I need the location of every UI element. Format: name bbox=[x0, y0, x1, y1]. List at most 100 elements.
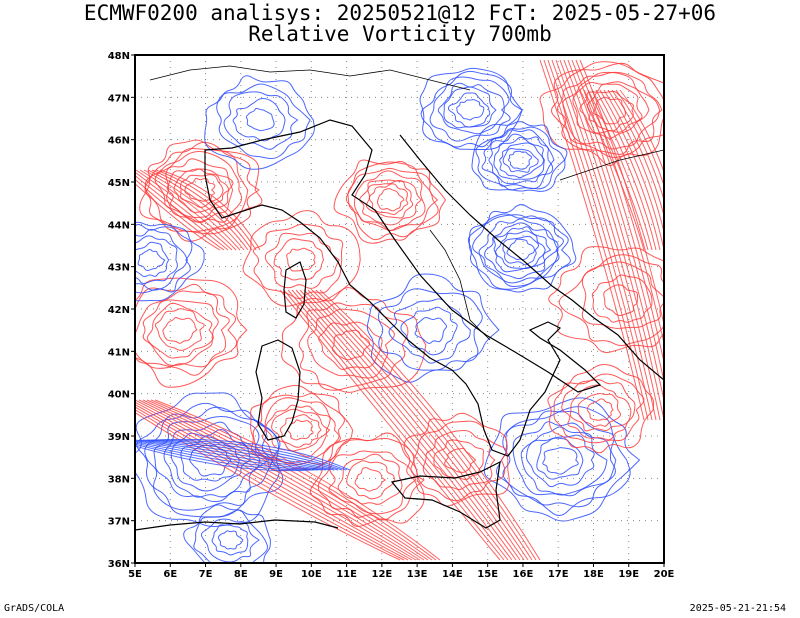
positive-vorticity-contour bbox=[307, 289, 529, 561]
positive-vorticity-contour bbox=[303, 289, 525, 561]
negative-vorticity-contour bbox=[154, 438, 351, 471]
positive-vorticity-contour bbox=[547, 364, 655, 454]
positive-vorticity-contour bbox=[279, 289, 501, 561]
positive-vorticity-contour bbox=[571, 59, 664, 365]
lon-label: 9E bbox=[269, 569, 283, 580]
positive-vorticity-contour bbox=[413, 420, 508, 502]
positive-vorticity-contour bbox=[299, 289, 521, 561]
lon-label: 14E bbox=[442, 569, 463, 580]
positive-vorticity-contour bbox=[403, 412, 510, 507]
positive-vorticity-contour bbox=[551, 62, 664, 158]
positive-vorticity-contour bbox=[135, 406, 409, 561]
map-subtitle: Relative Vorticity 700mb bbox=[248, 22, 552, 46]
positive-vorticity-contour bbox=[135, 171, 233, 251]
positive-vorticity-contour bbox=[291, 289, 513, 561]
positive-vorticity-contour bbox=[287, 419, 314, 441]
positive-vorticity-contour bbox=[162, 317, 198, 344]
positive-vorticity-contour bbox=[135, 277, 248, 388]
positive-vorticity-contour bbox=[607, 89, 664, 218]
negative-vorticity-contour bbox=[211, 524, 249, 556]
positive-vorticity-contour bbox=[154, 308, 205, 351]
lon-label: 15E bbox=[477, 569, 498, 580]
negative-vorticity-contour bbox=[153, 415, 271, 503]
negative-vorticity-contour bbox=[378, 288, 483, 371]
positive-vorticity-contour bbox=[135, 401, 417, 561]
negative-vorticity-contour bbox=[135, 235, 178, 285]
positive-vorticity-contour bbox=[265, 404, 331, 458]
positive-vorticity-contour bbox=[135, 290, 230, 369]
negative-vorticity-contour bbox=[135, 445, 311, 472]
positive-vorticity-contour bbox=[143, 169, 245, 251]
negative-vorticity-contour bbox=[483, 397, 641, 522]
positive-vorticity-contour bbox=[619, 89, 664, 174]
positive-vorticity-contour bbox=[264, 232, 340, 289]
positive-vorticity-contour bbox=[333, 159, 447, 244]
positive-vorticity-contour bbox=[579, 89, 645, 251]
positive-vorticity-contour bbox=[575, 59, 664, 346]
negative-vorticity-contour bbox=[137, 248, 166, 272]
positive-vorticity-contour bbox=[328, 450, 417, 515]
longitude-axis: 5E 6E 7E 8E 9E 10E 11E 12E 13E 14E 15E 16E 17E 18E 19E… bbox=[128, 563, 675, 580]
positive-vorticity-contour bbox=[579, 83, 643, 134]
negative-vorticity-contour bbox=[144, 406, 274, 511]
positive-vorticity-contour bbox=[311, 289, 533, 561]
lon-label: 7E bbox=[199, 569, 213, 580]
coastlines bbox=[135, 65, 664, 531]
lat-label: 46N bbox=[108, 136, 130, 147]
negative-vorticity-contour bbox=[468, 204, 577, 293]
negative-vorticity-contour bbox=[170, 429, 251, 492]
negative-vorticity-contour bbox=[136, 402, 284, 518]
negative-vorticity-contour bbox=[484, 222, 559, 280]
lat-label: 47N bbox=[108, 93, 130, 104]
negative-vorticity-contour bbox=[512, 421, 617, 497]
positive-vorticity-contour bbox=[135, 182, 221, 251]
lat-label: 45N bbox=[108, 178, 130, 189]
lon-label: 5E bbox=[128, 569, 142, 580]
positive-vorticity-contour bbox=[139, 169, 241, 251]
negative-vorticity-contour bbox=[475, 126, 566, 191]
positive-vorticity-contour bbox=[252, 223, 344, 300]
lat-label: 37N bbox=[108, 517, 130, 528]
positive-vorticity-contour bbox=[365, 179, 414, 219]
negative-vorticity-contour bbox=[437, 82, 505, 135]
negative-vorticity-contour bbox=[443, 86, 497, 129]
negative-vorticity-contour bbox=[493, 136, 545, 180]
positive-vorticity-contour bbox=[286, 247, 316, 272]
negative-vorticity-contour bbox=[146, 439, 343, 471]
positive-vorticity-contour bbox=[135, 174, 229, 251]
positive-vorticity-contour bbox=[603, 284, 638, 316]
negative-vorticity-contour bbox=[135, 441, 323, 471]
positive-vorticity-contour bbox=[354, 467, 387, 492]
positive-vorticity-contour bbox=[577, 393, 621, 428]
negative-vorticity-contour bbox=[366, 273, 500, 383]
positive-vorticity-contour bbox=[539, 59, 645, 421]
negative-vorticity-contour bbox=[467, 214, 571, 290]
negative-vorticity-contour bbox=[204, 75, 315, 170]
positive-vorticity-contour bbox=[562, 71, 661, 150]
lon-label: 10E bbox=[301, 569, 322, 580]
positive-vorticity-contour bbox=[262, 397, 341, 465]
negative-vorticity-contour bbox=[488, 133, 554, 185]
lat-label: 41N bbox=[108, 347, 130, 358]
positive-vorticity-contour bbox=[166, 168, 234, 219]
lon-label: 20E bbox=[654, 569, 675, 580]
positive-vorticity-contour bbox=[579, 59, 664, 327]
positive-vorticity-contour bbox=[422, 429, 496, 490]
positive-vorticity-contour bbox=[591, 274, 653, 323]
negative-vorticity-contour bbox=[142, 439, 339, 471]
positive-vorticity-contour bbox=[146, 399, 433, 561]
lat-label: 38N bbox=[108, 474, 130, 485]
negative-vorticity-contour bbox=[135, 443, 315, 471]
positive-vorticity-contour bbox=[433, 439, 485, 481]
positive-vorticity-contour bbox=[315, 289, 537, 561]
positive-vorticity-contour bbox=[587, 89, 653, 251]
positive-vorticity-contour bbox=[142, 399, 429, 561]
negative-vorticity-contour bbox=[542, 447, 579, 475]
lat-label: 44N bbox=[108, 220, 130, 231]
lat-label: 43N bbox=[108, 263, 130, 274]
negative-vorticity-contour bbox=[193, 509, 268, 563]
lon-label: 6E bbox=[163, 569, 177, 580]
positive-vorticity-contour bbox=[151, 169, 253, 251]
negative-vorticity-contour bbox=[135, 221, 205, 302]
negative-vorticity-contour bbox=[472, 213, 564, 288]
